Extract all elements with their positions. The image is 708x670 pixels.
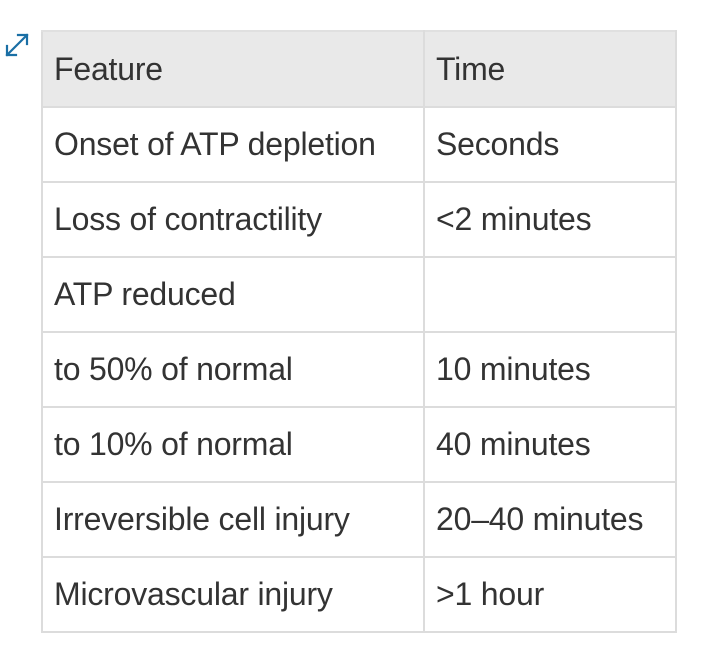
ischemia-timeline-table: Feature Time Onset of ATP depletion Seco… xyxy=(41,30,677,633)
table-row: Irreversible cell injury 20–40 minutes xyxy=(41,481,677,558)
table-body: Onset of ATP depletion Seconds Loss of c… xyxy=(41,106,677,633)
time-cell xyxy=(423,256,677,333)
feature-cell: to 50% of normal xyxy=(41,331,425,408)
feature-cell: Loss of contractility xyxy=(41,181,425,258)
table-row: ATP reduced xyxy=(41,256,677,333)
feature-cell: Onset of ATP depletion xyxy=(41,106,425,183)
time-cell: 20–40 minutes xyxy=(423,481,677,558)
table-row: Onset of ATP depletion Seconds xyxy=(41,106,677,183)
table-row: to 10% of normal 40 minutes xyxy=(41,406,677,483)
table-header: Feature Time xyxy=(41,30,677,108)
ischemia-timeline-table-container: Feature Time Onset of ATP depletion Seco… xyxy=(41,30,677,633)
time-cell: >1 hour xyxy=(423,556,677,633)
table-row: to 50% of normal 10 minutes xyxy=(41,331,677,408)
table-header-row: Feature Time xyxy=(41,30,677,108)
feature-cell: to 10% of normal xyxy=(41,406,425,483)
column-header-time: Time xyxy=(423,30,677,108)
feature-cell: Microvascular injury xyxy=(41,556,425,633)
feature-cell: Irreversible cell injury xyxy=(41,481,425,558)
time-cell: <2 minutes xyxy=(423,181,677,258)
time-cell: 10 minutes xyxy=(423,331,677,408)
column-header-feature: Feature xyxy=(41,30,425,108)
expand-arrows-icon[interactable] xyxy=(2,30,32,60)
table-row: Loss of contractility <2 minutes xyxy=(41,181,677,258)
feature-cell: ATP reduced xyxy=(41,256,425,333)
time-cell: Seconds xyxy=(423,106,677,183)
time-cell: 40 minutes xyxy=(423,406,677,483)
table-row: Microvascular injury >1 hour xyxy=(41,556,677,633)
